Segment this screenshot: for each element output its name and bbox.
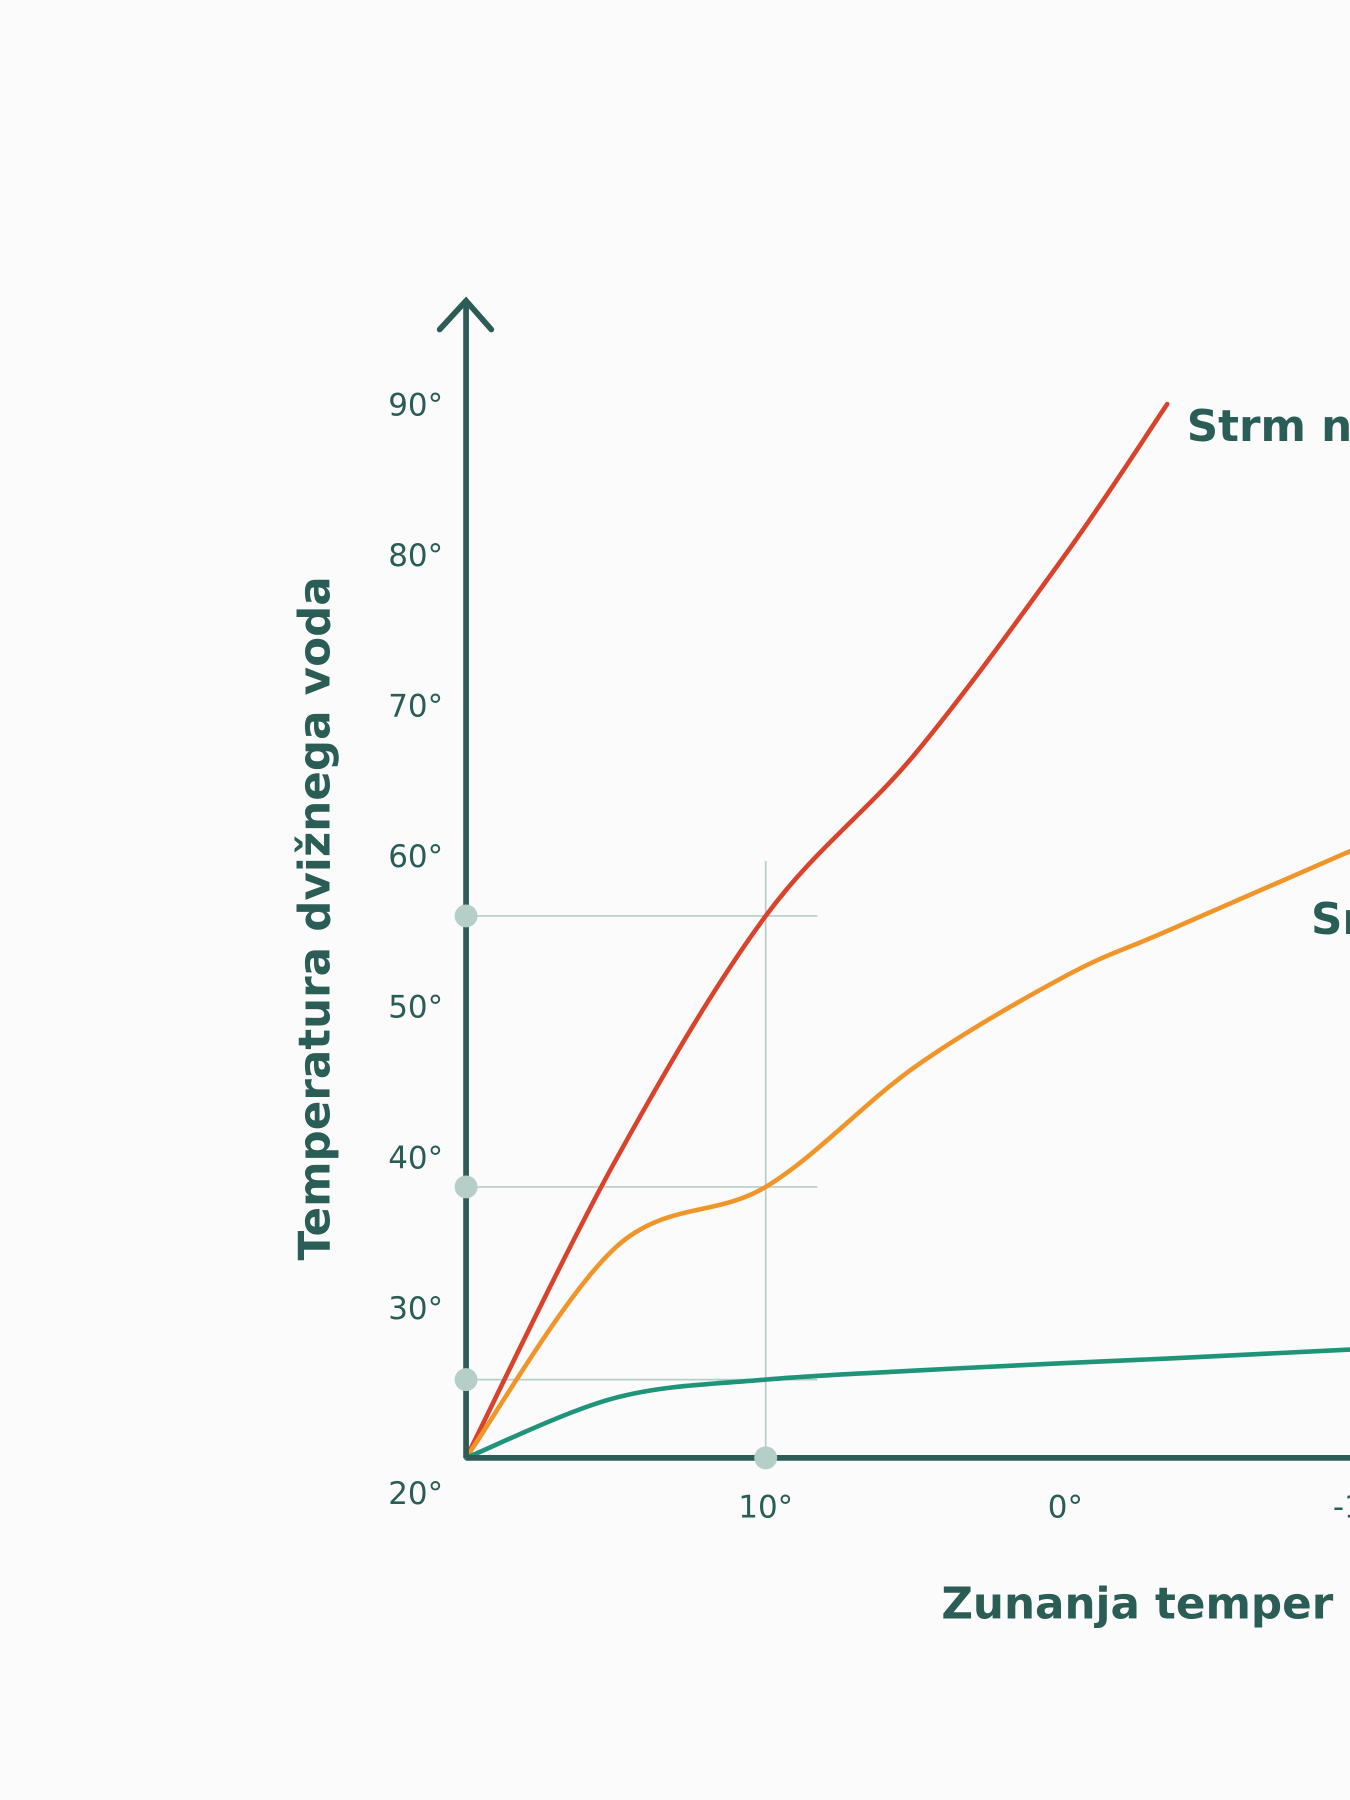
y-tick-label: 30° xyxy=(388,1291,443,1327)
y-axis-arrow xyxy=(436,296,495,333)
y-tick-label: 90° xyxy=(388,388,443,424)
guide-dot xyxy=(454,1175,478,1199)
guide-dot xyxy=(754,1446,778,1470)
x-tick-label: 0° xyxy=(1048,1490,1083,1526)
y-tick-label: 60° xyxy=(388,839,443,875)
x-axis-label: Zunanja temper xyxy=(941,1580,1333,1630)
series-line xyxy=(463,1347,1350,1461)
y-tick-label: 50° xyxy=(388,990,443,1026)
guide-dot xyxy=(454,1368,478,1392)
series-label: Strm n xyxy=(1187,402,1350,452)
y-tick-label: 40° xyxy=(388,1140,443,1176)
series-line xyxy=(463,401,1170,1461)
series-label: Sr xyxy=(1311,895,1350,945)
guide-dot xyxy=(454,904,478,928)
x-tick-label: 10° xyxy=(738,1490,793,1526)
y-tick-label: 70° xyxy=(388,689,443,725)
y-tick-label: 80° xyxy=(388,538,443,574)
y-tick-label: 20° xyxy=(388,1476,443,1512)
x-tick-label: -1 xyxy=(1333,1490,1350,1526)
y-axis-label: Temperatura dvižnega voda xyxy=(290,576,340,1260)
series-line xyxy=(463,848,1350,1461)
